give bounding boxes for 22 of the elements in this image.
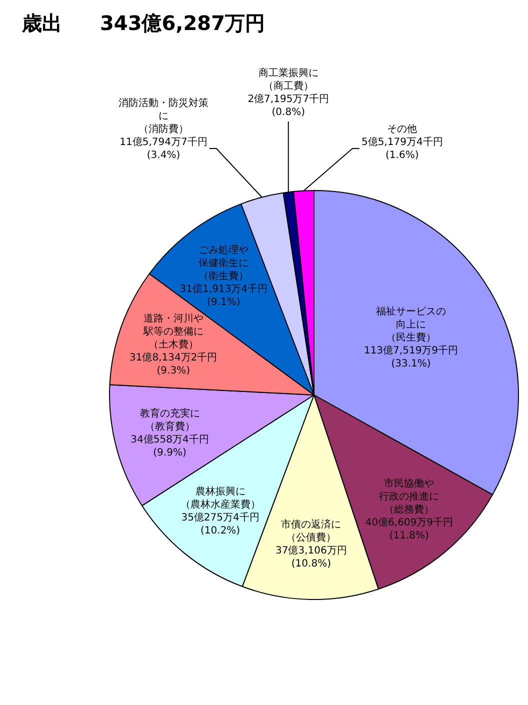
chart-title: 歳出 — [22, 10, 62, 36]
slice-label: 市債の返済に（公債費） — [281, 518, 342, 544]
slice-label: 農林振興に（農林水産業費） — [180, 485, 260, 510]
data-label: 31億8,134万2千円 (9.3%) — [130, 351, 218, 376]
slice-label: 商工業振興に（商工費） — [258, 67, 318, 92]
data-label: 40億6,609万9千円 (11.8%) — [365, 516, 454, 542]
slice-label: 道路・河川や駅等の整備に（土木費） — [142, 312, 204, 350]
data-label: 35億275万4千円 (10.2%) — [181, 511, 260, 536]
data-label: 37億3,106万円 (10.8%) — [276, 544, 347, 570]
data-label: 31億1,913万4千円 (9.1%) — [180, 282, 268, 308]
data-label: 5億5,179万4千円 (1.6%) — [361, 136, 443, 162]
slice-label: その他 — [387, 123, 418, 136]
data-label: 113億7,519万9千円 (33.1%) — [364, 344, 458, 370]
slice-label: 消防活動・防災対策に（消防費） — [118, 97, 208, 136]
slice-label: 福祉サービスの向上に（民生費） — [376, 306, 446, 344]
data-label: 34億558万4千円 (9.9%) — [130, 434, 209, 459]
data-label: 2億7,195万7千円 (0.8%) — [248, 93, 330, 118]
chart-subtitle: 343億6,287万円 — [100, 10, 266, 36]
slice-label: ごみ処理や保健衛生に（衛生費） — [198, 244, 249, 282]
slice-label: 市民協働や行政の推進に（総務費） — [379, 478, 440, 516]
data-label: 11億5,794万7千円 (3.4%) — [120, 136, 208, 162]
slice-label: 教育の充実に（教育費） — [140, 408, 200, 433]
